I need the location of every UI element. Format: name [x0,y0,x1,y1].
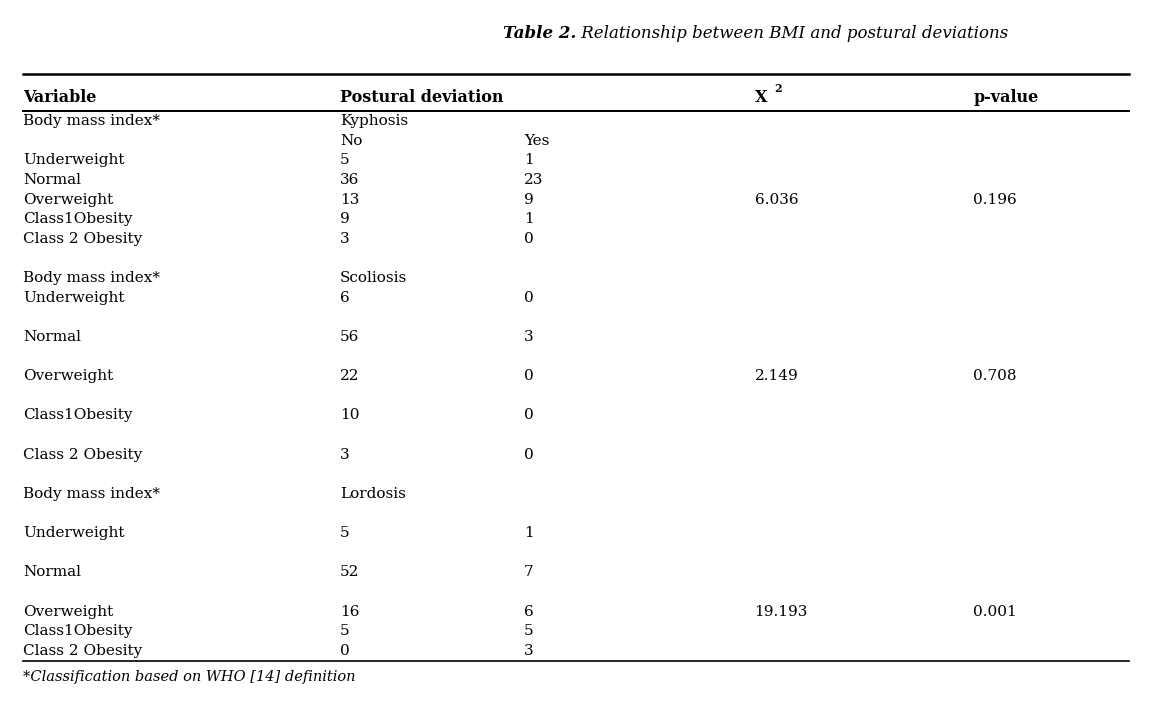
Text: Body mass index*: Body mass index* [23,271,160,285]
Text: Variable: Variable [23,89,97,106]
Text: No: No [340,134,362,147]
Text: 3: 3 [524,330,533,344]
Text: 13: 13 [340,193,359,206]
Text: Underweight: Underweight [23,153,124,167]
Text: Underweight: Underweight [23,291,124,305]
Text: 23: 23 [524,173,544,187]
Text: 0: 0 [524,369,533,384]
Text: Yes: Yes [524,134,550,147]
Text: Lordosis: Lordosis [340,487,406,501]
Text: 1: 1 [524,212,533,226]
Text: 0: 0 [524,448,533,462]
Text: 2: 2 [774,83,782,94]
Text: 5: 5 [340,153,349,167]
Text: Overweight: Overweight [23,193,113,206]
Text: 0: 0 [524,408,533,423]
Text: Relationship between BMI and postural deviations: Relationship between BMI and postural de… [576,25,1008,42]
Text: Overweight: Overweight [23,605,113,619]
Text: X: X [755,89,767,106]
Text: 6: 6 [524,605,533,619]
Text: Underweight: Underweight [23,526,124,540]
Text: 3: 3 [524,644,533,658]
Text: 0.001: 0.001 [973,605,1017,619]
Text: 6: 6 [340,291,349,305]
Text: 52: 52 [340,566,359,579]
Text: 3: 3 [340,448,349,462]
Text: Scoliosis: Scoliosis [340,271,407,285]
Text: 2.149: 2.149 [755,369,798,384]
Text: Body mass index*: Body mass index* [23,114,160,128]
Text: Class1Obesity: Class1Obesity [23,408,132,423]
Text: Normal: Normal [23,330,81,344]
Text: 9: 9 [524,193,533,206]
Text: 7: 7 [524,566,533,579]
Text: 22: 22 [340,369,359,384]
Text: Normal: Normal [23,566,81,579]
Text: Class1Obesity: Class1Obesity [23,212,132,226]
Text: Class 2 Obesity: Class 2 Obesity [23,232,143,246]
Text: 0: 0 [340,644,349,658]
Text: 10: 10 [340,408,359,423]
Text: 0.708: 0.708 [973,369,1017,384]
Text: p-value: p-value [973,89,1039,106]
Text: Class1Obesity: Class1Obesity [23,625,132,638]
Text: 19.193: 19.193 [755,605,808,619]
Text: 3: 3 [340,232,349,246]
Text: 16: 16 [340,605,359,619]
Text: 0.196: 0.196 [973,193,1017,206]
Text: *Classification based on WHO [14] definition: *Classification based on WHO [14] defini… [23,670,356,684]
Text: 5: 5 [340,625,349,638]
Text: Normal: Normal [23,173,81,187]
Text: Class 2 Obesity: Class 2 Obesity [23,448,143,462]
Text: 1: 1 [524,153,533,167]
Text: 6.036: 6.036 [755,193,798,206]
Text: Body mass index*: Body mass index* [23,487,160,501]
Text: 36: 36 [340,173,359,187]
Text: 5: 5 [524,625,533,638]
Text: 56: 56 [340,330,359,344]
Text: 9: 9 [340,212,349,226]
Text: 5: 5 [340,526,349,540]
Text: 1: 1 [524,526,533,540]
Text: 0: 0 [524,291,533,305]
Text: Postural deviation: Postural deviation [340,89,503,106]
Text: Class 2 Obesity: Class 2 Obesity [23,644,143,658]
Text: Table 2.: Table 2. [502,25,576,42]
Text: Kyphosis: Kyphosis [340,114,408,128]
Text: 0: 0 [524,232,533,246]
Text: Overweight: Overweight [23,369,113,384]
